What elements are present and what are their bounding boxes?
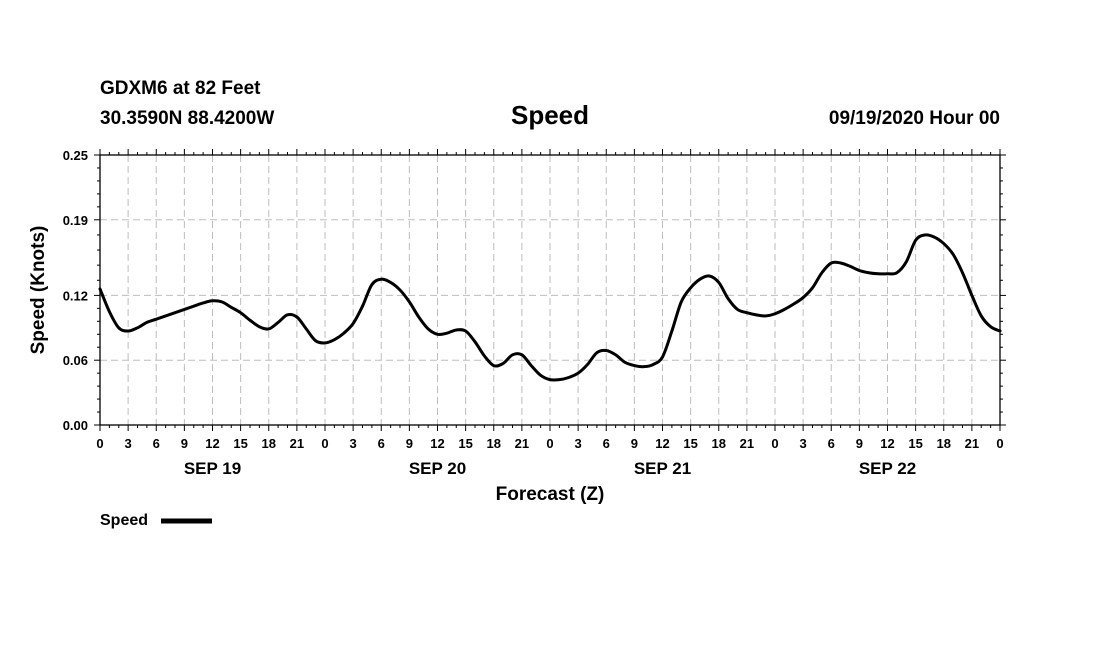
x-tick-label: 9 <box>406 436 413 451</box>
x-tick-label: 3 <box>125 436 132 451</box>
date-label: SEP 22 <box>859 459 916 478</box>
x-tick-label: 18 <box>262 436 276 451</box>
x-tick-label: 6 <box>378 436 385 451</box>
x-tick-label: 0 <box>96 436 103 451</box>
x-tick-label: 3 <box>800 436 807 451</box>
date-label: SEP 20 <box>409 459 466 478</box>
date-label: SEP 21 <box>634 459 691 478</box>
y-axis-ticks: 0.00 0.06 0.12 0.19 0.25 <box>63 148 1006 433</box>
x-tick-label: 3 <box>350 436 357 451</box>
location-label: 30.3590N 88.4200W <box>100 108 274 129</box>
x-tick-label: 12 <box>655 436 669 451</box>
x-tick-label: 21 <box>740 436 754 451</box>
x-tick-label: 18 <box>937 436 951 451</box>
chart-title: Speed <box>511 100 589 130</box>
x-tick-label: 9 <box>856 436 863 451</box>
plot-frame <box>99 154 1001 426</box>
run-time-label: 09/19/2020 Hour 00 <box>829 108 1000 129</box>
x-tick-label: 21 <box>965 436 979 451</box>
x-tick-label: 0 <box>771 436 778 451</box>
series-group <box>98 233 1002 382</box>
y-tick-label: 0.12 <box>63 288 88 303</box>
x-tick-label: 18 <box>712 436 726 451</box>
x-tick-label: 21 <box>290 436 304 451</box>
x-tick-label: 15 <box>908 436 922 451</box>
grid-lines <box>100 155 1000 425</box>
y-tick-label: 0.06 <box>63 353 88 368</box>
station-title: GDXM6 at 82 Feet <box>100 78 261 99</box>
x-tick-label: 18 <box>487 436 501 451</box>
x-tick-label: 15 <box>458 436 472 451</box>
x-tick-label: 12 <box>205 436 219 451</box>
date-label: SEP 19 <box>184 459 241 478</box>
x-tick-label: 15 <box>233 436 247 451</box>
x-tick-label: 12 <box>430 436 444 451</box>
x-tick-label: 21 <box>515 436 529 451</box>
x-tick-label: 6 <box>603 436 610 451</box>
x-tick-label: 0 <box>546 436 553 451</box>
y-axis-label: Speed (Knots) <box>28 226 49 355</box>
x-tick-label: 0 <box>996 436 1003 451</box>
x-tick-label: 3 <box>575 436 582 451</box>
x-axis-label: Forecast (Z) <box>496 484 605 505</box>
x-tick-label: 15 <box>683 436 697 451</box>
y-tick-label: 0.25 <box>63 148 88 163</box>
legend-label: Speed <box>100 512 148 529</box>
x-tick-label: 9 <box>631 436 638 451</box>
x-tick-label: 6 <box>153 436 160 451</box>
x-tick-label: 6 <box>828 436 835 451</box>
y-tick-label: 0.00 <box>63 418 88 433</box>
date-labels: SEP 19 SEP 20 SEP 21 SEP 22 <box>184 459 916 478</box>
x-tick-label: 12 <box>880 436 894 451</box>
x-axis-ticks: 0 3 6 9 12 15 18 21 0 3 6 9 12 15 18 21 0 3 6 9 12 15 18 21 0 3 6 9… <box>96 149 1004 451</box>
y-tick-label: 0.19 <box>63 213 88 228</box>
x-tick-label: 9 <box>181 436 188 451</box>
speed-series-line <box>98 233 1002 382</box>
x-tick-label: 0 <box>321 436 328 451</box>
